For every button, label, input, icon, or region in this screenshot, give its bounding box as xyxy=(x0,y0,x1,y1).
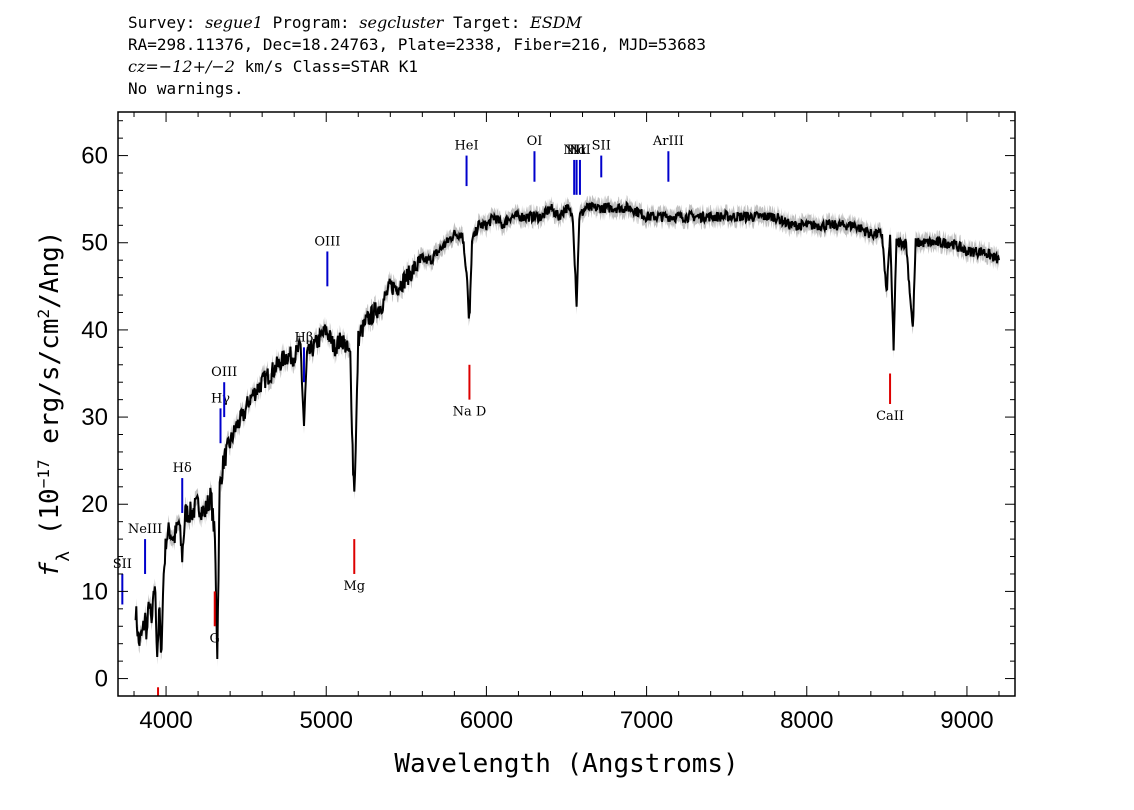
emission-line-label: ArIII xyxy=(652,134,684,149)
axes-layer: 4000 5000 6000 7000 8000 9000 0 10 20 30 40 50 60 xyxy=(81,111,1016,734)
y-axis-title: fλ (10−17 erg/s/cm2/Ang) xyxy=(34,231,74,578)
x-tick-label: 8000 xyxy=(780,707,833,734)
y-tick-label: 10 xyxy=(81,578,108,605)
header-line-redshift: cz=−12+/−2 km/s Class=STAR K1 xyxy=(128,57,418,76)
x-axis-title: Wavelength (Angstroms) xyxy=(394,749,738,779)
absorption-line-label: G xyxy=(210,631,220,646)
y-tick-label: 60 xyxy=(81,143,108,170)
error-band-layer xyxy=(135,195,1000,667)
spectrum-series-layer xyxy=(134,200,1000,660)
spectrum-header: Survey: segue1 Program: segcluster Targe… xyxy=(128,12,706,100)
y-tick-label: 0 xyxy=(95,666,108,693)
emission-line-label: OIII xyxy=(314,234,340,249)
y-tick-label: 50 xyxy=(81,230,108,257)
x-tick-label: 5000 xyxy=(300,707,353,734)
emission-line-label: NeIII xyxy=(128,522,162,537)
emission-line-label: Hδ xyxy=(173,461,192,476)
absorption-line-label: Na D xyxy=(453,405,487,420)
absorption-line-label: Mg xyxy=(343,579,365,594)
emission-line-label: Hβ xyxy=(295,330,314,345)
emission-line-label: OI xyxy=(527,134,543,149)
header-line-survey: Survey: segue1 Program: segcluster Targe… xyxy=(128,13,582,32)
emission-line-label: Hγ xyxy=(211,391,230,406)
x-tick-label: 6000 xyxy=(460,707,513,734)
y-tick-label: 20 xyxy=(81,491,108,518)
emission-line-label: NII xyxy=(563,143,585,158)
header-line-warnings: No warnings. xyxy=(128,79,244,98)
absorption-line-label: CaII xyxy=(876,409,904,424)
emission-line-label: NII xyxy=(569,143,591,158)
y-tick-label: 30 xyxy=(81,404,108,431)
spectrum-line xyxy=(134,200,1000,660)
header-line-coordinates: RA=298.11376, Dec=18.24763, Plate=2338, … xyxy=(128,35,706,54)
error-band xyxy=(135,195,1000,667)
x-tick-label: 4000 xyxy=(139,707,192,734)
plot-frame xyxy=(117,111,1016,697)
emission-line-label: Hα xyxy=(567,143,587,158)
emission-line-label: SII xyxy=(592,139,611,154)
emission-line-label: HeI xyxy=(454,139,478,154)
x-tick-label: 7000 xyxy=(620,707,673,734)
y-tick-label: 40 xyxy=(81,317,108,344)
emission-line-label: SII xyxy=(113,557,132,572)
emission-line-label: OIII xyxy=(211,365,237,380)
x-tick-label: 9000 xyxy=(940,707,993,734)
